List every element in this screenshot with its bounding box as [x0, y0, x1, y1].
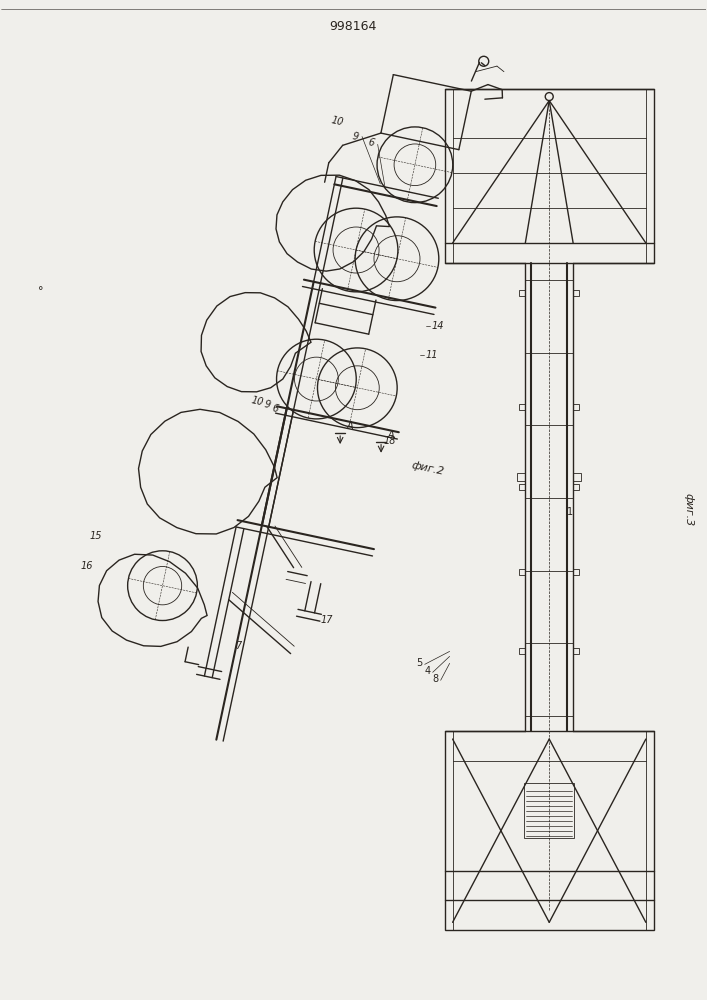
- Text: 16: 16: [81, 561, 93, 571]
- Text: 11: 11: [425, 350, 438, 360]
- Text: 10: 10: [330, 115, 344, 128]
- Bar: [573, 290, 579, 296]
- Bar: [520, 648, 525, 654]
- Bar: [520, 484, 525, 490]
- Text: °: °: [38, 286, 44, 296]
- Text: 9: 9: [351, 131, 359, 142]
- Text: 8: 8: [433, 674, 438, 684]
- Bar: [445, 89, 654, 263]
- Bar: [518, 473, 525, 481]
- Text: 1: 1: [567, 507, 573, 517]
- Bar: [520, 569, 525, 575]
- Text: фиг.3: фиг.3: [684, 493, 694, 527]
- Text: 9: 9: [264, 399, 271, 410]
- Bar: [573, 648, 579, 654]
- Bar: [573, 569, 579, 575]
- Bar: [573, 404, 579, 410]
- Text: A: A: [387, 430, 394, 440]
- Text: 15: 15: [90, 531, 103, 541]
- Text: 17: 17: [320, 615, 332, 625]
- Text: 6: 6: [271, 403, 280, 414]
- Text: 4: 4: [425, 666, 431, 676]
- Text: фиг.2: фиг.2: [410, 460, 445, 477]
- Bar: [520, 290, 525, 296]
- Text: 14: 14: [431, 321, 444, 331]
- Bar: [520, 404, 525, 410]
- Bar: [525, 783, 574, 838]
- Bar: [573, 484, 579, 490]
- Text: 5: 5: [416, 658, 423, 668]
- Text: A: A: [346, 421, 353, 431]
- Text: 998164: 998164: [329, 20, 377, 33]
- Text: 7: 7: [235, 641, 241, 651]
- Text: 10: 10: [250, 395, 264, 407]
- Text: 6: 6: [366, 137, 375, 148]
- Bar: [445, 731, 654, 930]
- Text: 18: 18: [383, 436, 396, 446]
- Bar: [573, 473, 581, 481]
